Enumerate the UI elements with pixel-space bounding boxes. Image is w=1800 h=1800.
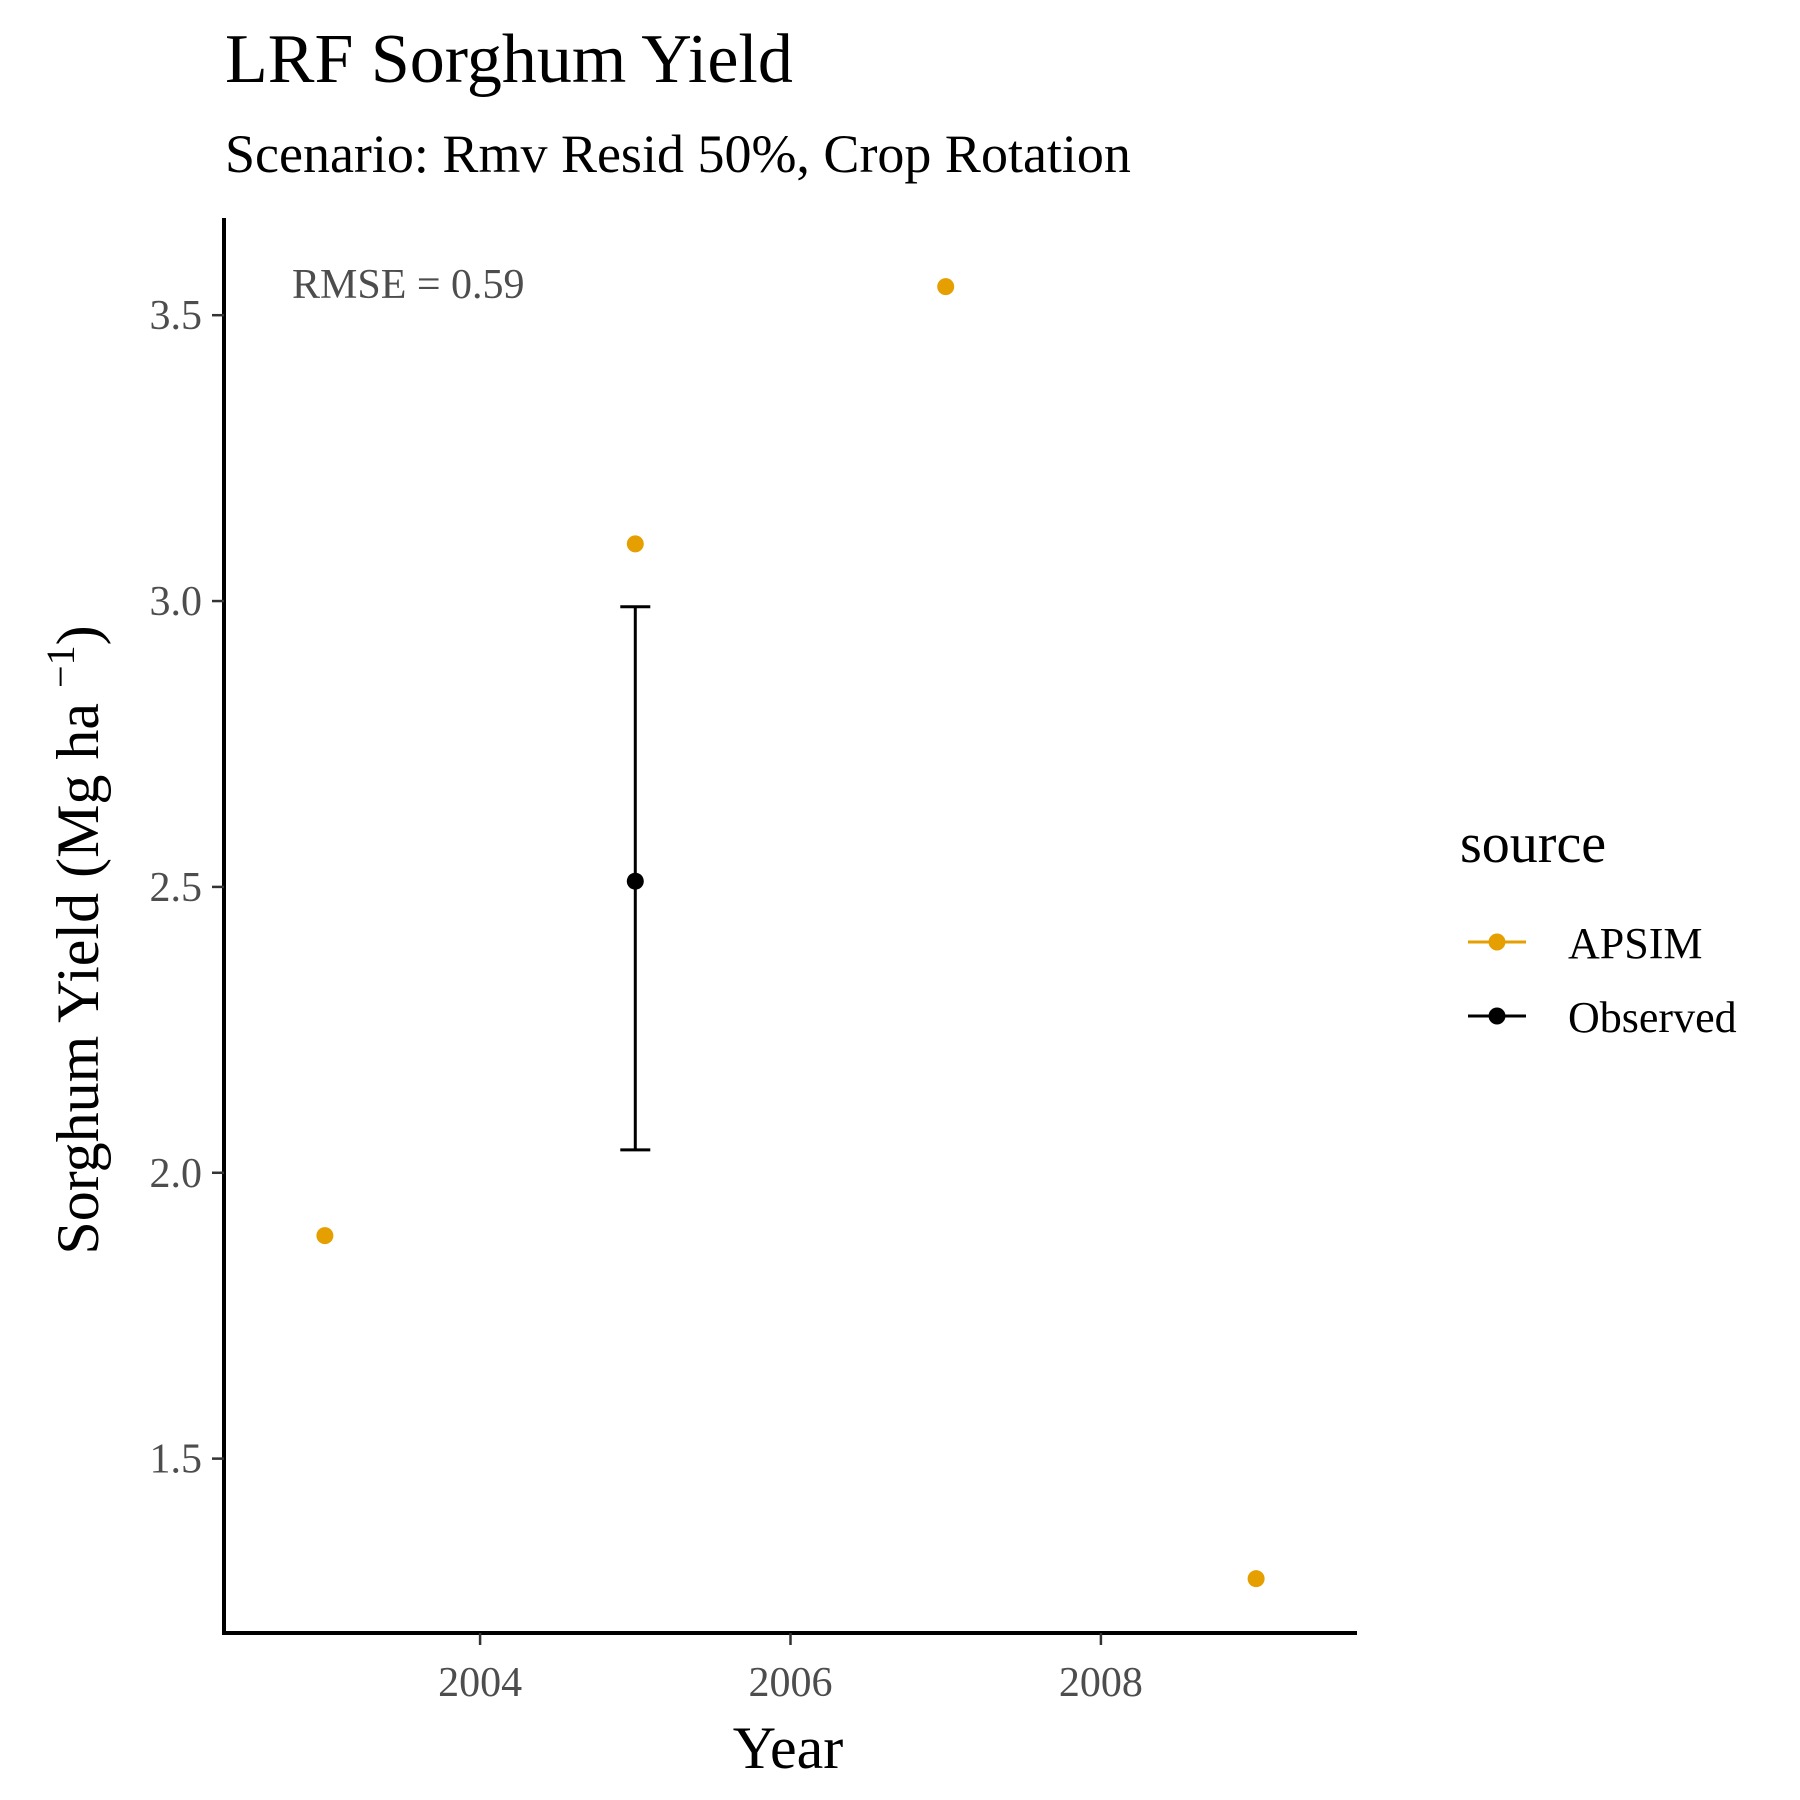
legend-item-apsim: APSIM: [1468, 919, 1703, 968]
x-tick-label: 2004: [438, 1660, 522, 1706]
legend-item-observed: Observed: [1468, 993, 1737, 1042]
y-tick-label: 2.0: [150, 1151, 203, 1197]
data-point-apsim: [1247, 1570, 1265, 1588]
y-axis-title: Sorghum Yield (Mg ha −1): [38, 625, 111, 1254]
data-point-apsim: [626, 535, 644, 553]
legend-label: APSIM: [1568, 919, 1703, 968]
legend: source APSIM Observed: [1460, 813, 1737, 1042]
chart-marks: [316, 278, 1265, 1588]
data-point-apsim: [316, 1227, 334, 1245]
legend-key-point: [1488, 933, 1506, 951]
y-tick-label: 3.5: [150, 293, 203, 339]
data-point-apsim: [937, 278, 955, 296]
legend-key-point: [1488, 1007, 1506, 1025]
x-axis-title: Year: [733, 1715, 844, 1781]
axes: 1.5 2.0 2.5 3.0 3.5 2004 2006 2008: [150, 218, 1357, 1706]
legend-label: Observed: [1568, 993, 1737, 1042]
chart-title: LRF Sorghum Yield: [225, 21, 793, 98]
rmse-annotation: RMSE = 0.59: [292, 262, 525, 308]
y-tick-label: 2.5: [150, 865, 203, 911]
data-point-observed: [626, 872, 644, 890]
y-tick-label: 1.5: [150, 1437, 203, 1483]
y-tick-label: 3.0: [150, 579, 203, 625]
x-tick-label: 2006: [749, 1660, 833, 1706]
legend-title: source: [1460, 813, 1606, 875]
x-tick-label: 2008: [1059, 1660, 1143, 1706]
chart-subtitle: Scenario: Rmv Resid 50%, Crop Rotation: [225, 124, 1131, 184]
